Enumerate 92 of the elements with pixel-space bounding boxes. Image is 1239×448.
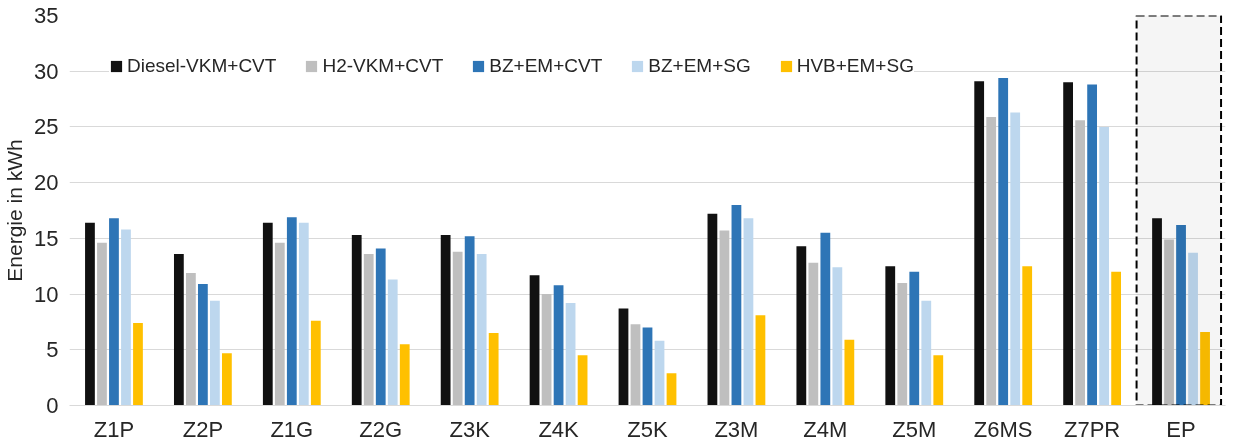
bar: [440, 235, 451, 406]
bar: [1164, 239, 1174, 406]
x-tick-label: Z1P: [93, 416, 135, 442]
bar: [707, 213, 718, 406]
bar: [998, 77, 1009, 406]
bar: [387, 279, 398, 406]
bar: [618, 308, 629, 406]
bar: [897, 282, 908, 406]
bar: [1188, 252, 1198, 406]
bar: [222, 353, 232, 406]
bar: [832, 267, 843, 406]
y-tick-label: 20: [34, 170, 59, 196]
x-tick-label: Z5K: [627, 416, 668, 442]
bar: [298, 222, 309, 406]
bar: [173, 253, 184, 406]
bar: [85, 222, 95, 406]
legend-label: HVB+EM+SG: [796, 55, 914, 77]
x-tick-label: Z2P: [182, 416, 224, 442]
bar: [933, 355, 944, 406]
bar: [399, 344, 410, 406]
bar: [577, 355, 588, 406]
bar: [654, 340, 665, 406]
bar: [719, 230, 730, 406]
x-tick-label: Z5M: [892, 416, 937, 442]
x-tick-label: Z6MS: [973, 416, 1033, 442]
bar: [986, 116, 997, 406]
bar: [820, 232, 831, 406]
bar: [464, 236, 475, 406]
bar: [743, 218, 754, 406]
y-tick-label: 35: [34, 3, 59, 28]
bar: [1111, 271, 1122, 406]
y-tick-label: 30: [34, 58, 59, 84]
x-tick-label: Z3K: [449, 416, 491, 442]
bar: [121, 229, 131, 406]
bar: [351, 235, 362, 406]
bar: [553, 285, 564, 406]
legend-label: Diesel-VKM+CVT: [127, 55, 277, 77]
bar: [1099, 126, 1110, 406]
bar: [133, 323, 143, 406]
bar: [541, 294, 552, 406]
bar: [666, 373, 677, 406]
legend-label: BZ+EM+SG: [648, 55, 751, 77]
y-tick-label: 25: [34, 114, 59, 140]
bar: [565, 302, 576, 406]
y-tick-label: 15: [34, 225, 59, 251]
x-tick-label: Z7PR: [1064, 416, 1121, 442]
y-tick-label: 10: [34, 281, 59, 307]
bar: [452, 251, 463, 406]
bar: [796, 246, 807, 406]
bar: [109, 218, 119, 406]
bar: [974, 81, 985, 406]
bar: [1152, 218, 1162, 406]
bar: [808, 262, 819, 406]
bar: [731, 204, 742, 406]
bar: [844, 339, 855, 406]
y-tick-label: 0: [46, 393, 59, 418]
bar: [375, 248, 386, 406]
bar: [921, 300, 932, 406]
bar: [1063, 82, 1073, 406]
y-axis-title: Energie in kWh: [3, 139, 27, 282]
bar: [1075, 120, 1085, 406]
bar: [476, 253, 487, 406]
bar: [488, 333, 499, 406]
bar: [909, 271, 920, 406]
bar: [210, 300, 220, 406]
bar: [755, 315, 766, 406]
bar: [185, 272, 196, 406]
bar: [529, 275, 540, 406]
bar: [97, 242, 107, 406]
x-tick-label: Z4M: [803, 416, 848, 442]
x-tick-label: EP: [1166, 416, 1196, 442]
bar: [885, 266, 896, 406]
bar: [1022, 266, 1033, 406]
bar: [363, 253, 374, 406]
bar: [286, 217, 297, 406]
legend-label: H2-VKM+CVT: [322, 55, 444, 77]
x-tick-label: Z3M: [714, 416, 759, 442]
bar: [274, 242, 285, 406]
bar: [197, 284, 208, 406]
bar: [630, 324, 641, 406]
bar: [642, 327, 653, 406]
bar: [262, 222, 273, 406]
x-tick-label: Z4K: [538, 416, 580, 442]
legend-label: BZ+EM+CVT: [489, 55, 603, 77]
bar: [310, 320, 321, 406]
bar: [1176, 224, 1186, 406]
bar: [1200, 331, 1210, 406]
y-tick-label: 5: [46, 337, 59, 363]
x-tick-label: Z1G: [270, 416, 314, 442]
x-tick-label: Z2G: [359, 416, 403, 442]
bar: [1010, 112, 1021, 406]
bar: [1087, 84, 1098, 406]
